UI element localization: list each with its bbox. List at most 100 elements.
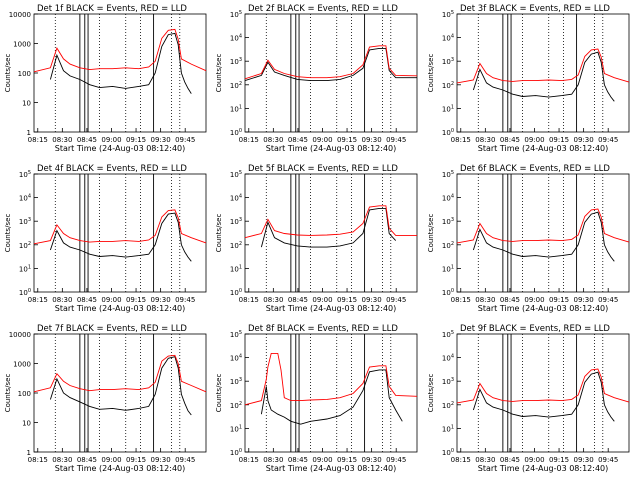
x-tick-label: 09:15 — [549, 296, 569, 304]
y-tick-label: 103 — [230, 217, 242, 226]
y-axis-label: Counts/sec — [215, 374, 223, 413]
lld-series-line — [456, 368, 630, 404]
x-tick-label: 09:15 — [337, 136, 357, 144]
y-tick-label: 104 — [442, 34, 454, 43]
x-tick-label: 09:00 — [312, 136, 332, 144]
events-series-line — [472, 51, 615, 102]
x-axis-label: Start Time (24-Aug-03 08:12:40) — [266, 304, 397, 313]
y-tick-label: 100 — [18, 70, 31, 78]
panel-title: Det 7f BLACK = Events, RED = LLD — [37, 324, 187, 334]
panel-5: Det 5f BLACK = Events, RED = LLD 100 101 10… — [215, 164, 418, 313]
panel-title: Det 9f BLACK = Events, RED = LLD — [460, 324, 610, 334]
y-tick-label: 104 — [19, 194, 31, 203]
x-tick-label: 08:45 — [77, 136, 97, 144]
events-series-line — [260, 207, 397, 248]
x-tick-label: 09:00 — [312, 296, 332, 304]
y-tick-label: 100 — [442, 128, 454, 137]
y-axis-label: Counts/sec — [4, 374, 12, 413]
y-tick-label: 103 — [19, 217, 31, 226]
x-tick-label: 09:00 — [101, 136, 121, 144]
x-tick-label: 09:30 — [362, 136, 382, 144]
x-axis-label: Start Time (24-Aug-03 08:12:40) — [478, 144, 609, 153]
panel-6: Det 6f BLACK = Events, RED = LLD 100 101 10… — [427, 164, 630, 313]
x-axis-label: Start Time (24-Aug-03 08:12:40) — [55, 304, 186, 313]
x-tick-label: 09:15 — [337, 456, 357, 464]
x-tick-label: 08:45 — [77, 296, 97, 304]
lld-series-line — [33, 28, 207, 73]
y-tick-label: 104 — [442, 194, 454, 203]
x-tick-label: 09:00 — [524, 296, 544, 304]
x-tick-label: 08:30 — [52, 136, 72, 144]
plot-frame — [244, 333, 418, 453]
y-tick-label: 101 — [442, 424, 454, 433]
panel-title: Det 6f BLACK = Events, RED = LLD — [460, 164, 610, 174]
x-tick-label: 09:15 — [126, 296, 146, 304]
x-tick-label: 08:45 — [500, 456, 520, 464]
y-tick-label: 101 — [230, 104, 242, 113]
panel-title: Det 8f BLACK = Events, RED = LLD — [248, 324, 398, 334]
x-tick-label: 08:30 — [263, 456, 283, 464]
y-tick-label: 102 — [442, 241, 454, 250]
y-axis-label: Counts/sec — [215, 54, 223, 93]
x-tick-label: 09:15 — [549, 456, 569, 464]
y-tick-label: 103 — [442, 57, 454, 66]
x-tick-label: 08:15 — [239, 456, 259, 464]
x-tick-label: 09:30 — [362, 456, 382, 464]
y-tick-label: 103 — [442, 377, 454, 386]
lld-series-line — [33, 209, 207, 245]
panel-title: Det 3f BLACK = Events, RED = LLD — [460, 4, 610, 14]
panel-8: Det 8f BLACK = Events, RED = LLD 100 101 10… — [215, 324, 418, 473]
y-tick-label: 103 — [230, 57, 242, 66]
x-tick-label: 08:30 — [263, 136, 283, 144]
x-axis-label: Start Time (24-Aug-03 08:12:40) — [55, 464, 186, 473]
events-series-line — [49, 356, 192, 416]
plot-frame — [456, 333, 630, 453]
y-tick-label: 105 — [230, 170, 242, 179]
events-series-line — [49, 212, 192, 262]
y-tick-label: 104 — [442, 354, 454, 363]
panel-title: Det 1f BLACK = Events, RED = LLD — [37, 4, 187, 14]
y-tick-label: 102 — [230, 81, 242, 90]
x-tick-label: 08:30 — [52, 296, 72, 304]
x-tick-label: 09:15 — [126, 136, 146, 144]
x-tick-label: 08:15 — [451, 296, 471, 304]
y-axis-label: Counts/sec — [4, 214, 12, 253]
x-tick-label: 08:45 — [288, 456, 308, 464]
y-tick-label: 100 — [230, 128, 242, 137]
y-tick-label: 101 — [230, 424, 242, 433]
x-tick-label: 08:30 — [475, 456, 495, 464]
x-tick-label: 09:30 — [574, 296, 594, 304]
y-axis-label: Counts/sec — [427, 54, 435, 93]
y-tick-label: 105 — [442, 170, 454, 179]
y-tick-label: 10000 — [9, 331, 31, 339]
x-tick-label: 08:45 — [288, 136, 308, 144]
y-tick-label: 10000 — [9, 11, 31, 19]
events-series-line — [472, 371, 615, 422]
lld-series-line — [244, 205, 417, 239]
y-tick-label: 1 — [27, 129, 31, 137]
plot-frame — [244, 173, 418, 293]
x-tick-label: 08:30 — [263, 296, 283, 304]
x-tick-label: 09:45 — [386, 456, 406, 464]
x-tick-label: 08:30 — [475, 296, 495, 304]
x-tick-label: 09:00 — [524, 456, 544, 464]
x-tick-label: 08:30 — [52, 456, 72, 464]
y-tick-label: 102 — [442, 401, 454, 410]
x-tick-label: 09:45 — [598, 296, 618, 304]
y-tick-label: 100 — [442, 448, 454, 457]
lld-series-line — [456, 208, 630, 244]
y-tick-label: 103 — [442, 217, 454, 226]
y-tick-label: 102 — [442, 81, 454, 90]
x-axis-label: Start Time (24-Aug-03 08:12:40) — [266, 144, 397, 153]
y-tick-label: 105 — [442, 10, 454, 19]
x-tick-label: 08:30 — [475, 136, 495, 144]
y-tick-label: 1000 — [13, 361, 31, 369]
events-series-line — [260, 369, 403, 425]
y-tick-label: 105 — [230, 10, 242, 19]
y-tick-label: 103 — [230, 377, 242, 386]
x-tick-label: 08:15 — [451, 456, 471, 464]
lld-series-line — [244, 352, 418, 406]
y-axis-label: Counts/sec — [4, 54, 12, 93]
plot-frame — [244, 13, 418, 133]
x-tick-label: 09:30 — [574, 456, 594, 464]
